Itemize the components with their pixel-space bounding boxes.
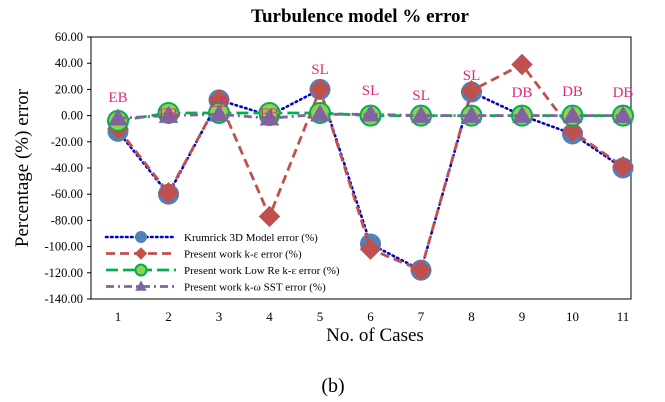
legend-label: Present work k-ω SST error (%) bbox=[184, 282, 326, 294]
legend-label: Present work k-ε error (%) bbox=[184, 249, 302, 261]
x-tick-label: 3 bbox=[216, 309, 223, 324]
data-point bbox=[613, 105, 633, 123]
data-point bbox=[258, 205, 281, 228]
data-point bbox=[410, 259, 432, 281]
x-axis: 1 2 3 4 5 6 7 8 9 10 11 bbox=[115, 309, 630, 324]
case-category-label: SL bbox=[463, 68, 481, 84]
chart-title: Turbulence model % error bbox=[251, 6, 470, 27]
x-tick-label: 6 bbox=[367, 309, 374, 324]
x-tick-label: 10 bbox=[566, 309, 579, 324]
series-4 bbox=[108, 104, 633, 126]
data-point bbox=[411, 105, 431, 123]
data-point bbox=[359, 238, 382, 260]
data-point bbox=[259, 108, 280, 126]
case-category-label: EB bbox=[260, 106, 279, 122]
y-axis-title: Percentage (%) error bbox=[12, 88, 33, 247]
legend: Krumrick 3D Model error (%) Present work … bbox=[104, 231, 340, 294]
case-category-label: EB bbox=[108, 90, 127, 106]
figure-caption: (b) bbox=[321, 375, 344, 397]
x-tick-label: 1 bbox=[115, 309, 122, 324]
x-tick-label: 11 bbox=[617, 309, 630, 324]
data-point bbox=[135, 280, 147, 291]
x-tick-label: 4 bbox=[266, 309, 273, 324]
legend-item: Present work k-ω SST error (%) bbox=[106, 280, 326, 294]
plot-area bbox=[90, 36, 632, 300]
data-point bbox=[134, 263, 148, 277]
data-point bbox=[209, 104, 229, 122]
legend-item: Present work k-ε error (%) bbox=[106, 247, 302, 261]
y-tick-label: -40.00 bbox=[51, 161, 83, 175]
legend-swatch-marker bbox=[134, 247, 148, 260]
x-tick-label: 5 bbox=[317, 309, 324, 324]
data-point bbox=[562, 105, 583, 123]
legend-label: Krumrick 3D Model error (%) bbox=[184, 232, 318, 244]
legend-item: Krumrick 3D Model error (%) bbox=[104, 231, 318, 244]
y-axis: 60.00 40.00 20.00 0.00 -20.00 -40.00 -60.00 -80… bbox=[44, 30, 91, 306]
data-point bbox=[612, 155, 634, 178]
series-layer bbox=[107, 53, 634, 281]
data-point bbox=[158, 105, 179, 123]
x-tick-label: 8 bbox=[468, 309, 475, 324]
y-tick-label: 0.00 bbox=[61, 109, 83, 123]
data-point bbox=[561, 120, 584, 143]
y-tick-label: -140.00 bbox=[44, 292, 83, 306]
y-tick-label: -100.00 bbox=[44, 240, 83, 254]
category-labels: EB EB EB EB SL SL SL SL DB DB DB bbox=[108, 62, 633, 122]
case-category-label: DB bbox=[562, 84, 583, 100]
legend-swatch-marker bbox=[135, 231, 147, 243]
case-category-label: EB bbox=[159, 106, 178, 122]
case-category-label: DB bbox=[613, 85, 634, 101]
case-category-label: SL bbox=[412, 88, 430, 104]
y-tick-label: 40.00 bbox=[55, 56, 83, 70]
data-point bbox=[309, 78, 331, 101]
data-point bbox=[108, 108, 128, 126]
case-category-label: EB bbox=[209, 95, 228, 111]
legend-item: Present work Low Re k-ε error (%) bbox=[106, 263, 340, 277]
legend-swatch-marker bbox=[135, 280, 147, 291]
data-point bbox=[511, 53, 533, 76]
data-point bbox=[134, 247, 148, 260]
y-tick-label: 60.00 bbox=[55, 30, 83, 44]
data-point bbox=[157, 182, 180, 204]
x-tick-label: 7 bbox=[418, 309, 425, 324]
y-tick-label: -60.00 bbox=[51, 187, 83, 201]
y-tick-label: 20.00 bbox=[55, 82, 83, 96]
data-point bbox=[461, 105, 482, 123]
legend-swatch-marker bbox=[134, 263, 148, 277]
data-point bbox=[310, 104, 330, 122]
y-tick-label: -20.00 bbox=[51, 135, 83, 149]
data-point bbox=[460, 80, 483, 102]
case-category-label: SL bbox=[311, 62, 329, 78]
y-tick-label: -80.00 bbox=[51, 213, 83, 227]
data-point bbox=[135, 231, 147, 243]
x-axis-title: No. of Cases bbox=[326, 325, 424, 346]
case-category-label: SL bbox=[362, 83, 380, 99]
x-tick-label: 9 bbox=[519, 309, 526, 324]
x-tick-label: 2 bbox=[165, 309, 172, 324]
y-tick-label: -120.00 bbox=[44, 266, 83, 280]
data-point bbox=[512, 105, 532, 123]
legend-label: Present work Low Re k-ε error (%) bbox=[184, 265, 340, 277]
data-point bbox=[360, 104, 381, 122]
case-category-label: DB bbox=[512, 85, 533, 101]
